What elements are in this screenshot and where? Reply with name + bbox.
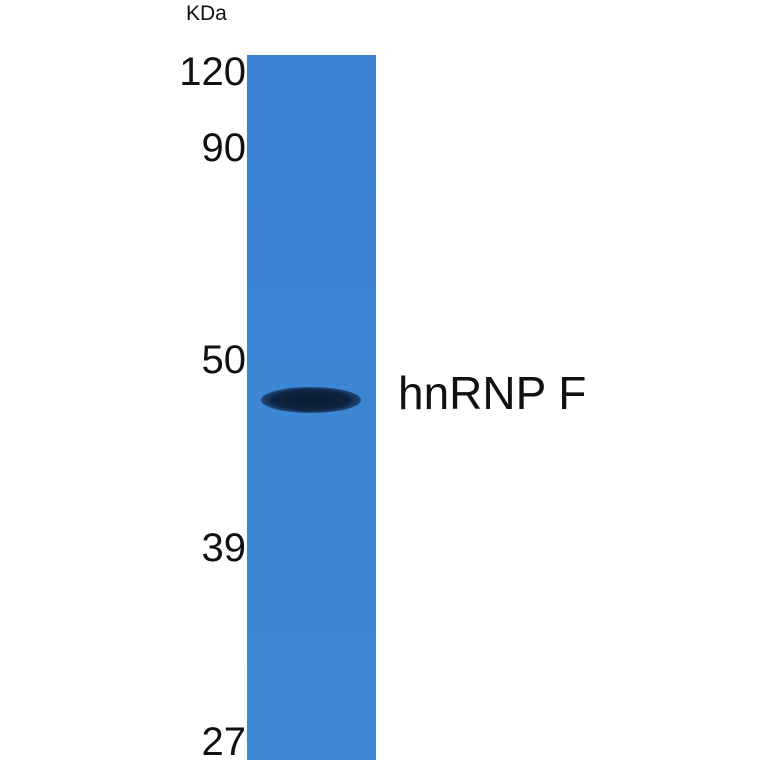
marker-120: 120 [179,50,246,94]
protein-band [261,387,361,413]
marker-27: 27 [201,720,247,764]
blot-lane [247,55,376,760]
marker-50: 50 [201,338,247,382]
marker-39: 39 [201,526,247,570]
unit-label: KDa [186,2,227,25]
marker-90: 90 [201,126,247,170]
band-label: hnRNP F [398,367,587,419]
